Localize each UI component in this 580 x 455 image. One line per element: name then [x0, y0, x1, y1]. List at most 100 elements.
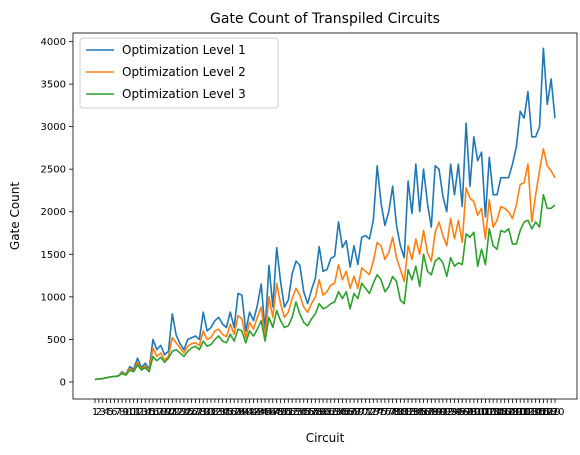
x-tick-label: 92 [440, 407, 453, 418]
x-tick-label: 84 [409, 407, 422, 418]
x-tick-label: 19 [158, 407, 171, 418]
x-tick-label: 54 [294, 407, 307, 418]
x-tick-label: 107 [495, 407, 514, 418]
x-tick-label: 14 [139, 407, 152, 418]
x-tick-label: 90 [433, 407, 446, 418]
legend: Optimization Level 1 Optimization Level 2… [79, 37, 279, 109]
x-tick-label: 59 [313, 407, 326, 418]
x-tick-label: 28 [193, 407, 206, 418]
x-tick-label: 47 [266, 407, 279, 418]
x-tick-label: 117 [534, 407, 553, 418]
x-tick-label: 33 [212, 407, 225, 418]
x-tick-label: 9 [123, 407, 129, 418]
x-tick-label: 106 [491, 407, 510, 418]
y-tick-label: 3000 [41, 122, 66, 133]
y-axis: 0 500 1000 1500 2000 2500 3000 3500 4000 [41, 37, 73, 388]
x-tick-label: 44 [255, 407, 268, 418]
x-tick-label: 66 [340, 407, 353, 418]
x-tick-label: 13 [135, 407, 148, 418]
x-tick-label: 97 [460, 407, 473, 418]
x-tick-label: 77 [382, 407, 395, 418]
x-tick-label: 31 [205, 407, 218, 418]
x-tick-label: 22 [170, 407, 183, 418]
x-tick-label: 35 [220, 407, 233, 418]
x-tick-label: 39 [236, 407, 249, 418]
x-tick-label: 113 [518, 407, 537, 418]
x-tick-label: 110 [507, 407, 526, 418]
x-tick-label: 26 [185, 407, 198, 418]
x-tick-label: 4 [103, 407, 109, 418]
x-tick-label: 7 [115, 407, 121, 418]
x-axis-label: Circuit [306, 431, 345, 445]
x-tick-label: 27 [189, 407, 202, 418]
x-tick-label: 91 [437, 407, 450, 418]
x-tick-label: 63 [328, 407, 341, 418]
legend-label-3: Optimization Level 3 [122, 87, 246, 101]
x-tick-label: 86 [417, 407, 430, 418]
x-tick-label: 49 [274, 407, 287, 418]
series-lines [94, 47, 556, 381]
x-tick-label: 16 [147, 407, 160, 418]
x-tick-label: 70 [355, 407, 368, 418]
x-axis: 1234567891011121314151617181920212223242… [92, 399, 565, 418]
y-tick-label: 500 [47, 335, 66, 346]
x-tick-label: 111 [511, 407, 530, 418]
y-tick-label: 0 [60, 377, 66, 388]
x-tick-label: 43 [251, 407, 264, 418]
x-tick-label: 96 [456, 407, 469, 418]
x-tick-label: 11 [127, 407, 140, 418]
x-tick-label: 80 [394, 407, 407, 418]
x-tick-label: 115 [526, 407, 545, 418]
x-tick-label: 20 [162, 407, 175, 418]
x-tick-label: 108 [499, 407, 518, 418]
x-tick-label: 95 [452, 407, 465, 418]
x-tick-label: 5 [107, 407, 113, 418]
x-tick-label: 64 [332, 407, 345, 418]
x-tick-label: 41 [243, 407, 256, 418]
x-tick-label: 21 [166, 407, 179, 418]
x-tick-label: 3 [100, 407, 106, 418]
series-line-1 [94, 47, 556, 381]
x-tick-label: 81 [398, 407, 411, 418]
x-tick-label: 42 [247, 407, 260, 418]
x-tick-label: 24 [178, 407, 191, 418]
x-tick-label: 67 [344, 407, 357, 418]
x-tick-label: 88 [425, 407, 438, 418]
legend-box [79, 37, 279, 109]
x-tick-label: 8 [119, 407, 125, 418]
x-tick-label: 18 [154, 407, 167, 418]
x-tick-label: 1 [92, 407, 98, 418]
x-tick-label: 93 [444, 407, 457, 418]
x-tick-label: 69 [351, 407, 364, 418]
plot-area-frame [72, 32, 578, 400]
x-tick-label: 74 [371, 407, 384, 418]
x-tick-label: 100 [468, 407, 487, 418]
x-tick-label: 45 [259, 407, 272, 418]
x-tick-label: 72 [363, 407, 376, 418]
x-tick-label: 68 [348, 407, 361, 418]
x-tick-label: 79 [390, 407, 403, 418]
x-tick-label: 118 [538, 407, 557, 418]
x-tick-label: 36 [224, 407, 237, 418]
x-tick-label: 109 [503, 407, 522, 418]
x-tick-label: 6 [111, 407, 117, 418]
x-tick-label: 114 [522, 407, 541, 418]
x-tick-label: 55 [297, 407, 310, 418]
x-tick-label: 15 [143, 407, 156, 418]
legend-label-1: Optimization Level 1 [122, 43, 246, 57]
x-tick-label: 120 [545, 407, 564, 418]
x-tick-label: 58 [309, 407, 322, 418]
series-line-3 [94, 193, 556, 381]
x-tick-label: 51 [282, 407, 295, 418]
x-tick-label: 50 [278, 407, 291, 418]
x-tick-label: 101 [472, 407, 491, 418]
x-tick-label: 52 [286, 407, 299, 418]
x-tick-label: 38 [232, 407, 245, 418]
series-line-2 [94, 147, 556, 381]
x-tick-label: 34 [216, 407, 229, 418]
chart-title: Gate Count of Transpiled Circuits [210, 11, 440, 27]
x-tick-label: 112 [515, 407, 534, 418]
x-tick-label: 30 [201, 407, 214, 418]
y-tick-label: 2500 [41, 165, 66, 176]
